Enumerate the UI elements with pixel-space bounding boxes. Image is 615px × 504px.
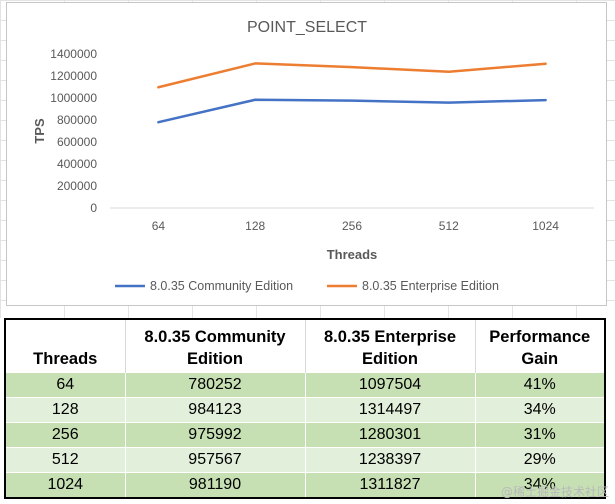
cell-enterprise: 1238397: [305, 447, 476, 473]
y-tick-label: 200000: [57, 179, 97, 193]
legend-entry: 8.0.35 Enterprise Edition: [362, 279, 499, 293]
cell-gain: 34%: [475, 472, 606, 498]
results-table: Threads 8.0.35 Community Edition 8.0.35 …: [4, 318, 606, 499]
table-header-row: Threads 8.0.35 Community Edition 8.0.35 …: [5, 319, 606, 373]
x-tick-label: 1024: [532, 219, 559, 233]
x-axis-title: Threads: [327, 247, 378, 262]
cell-enterprise: 1280301: [305, 422, 476, 448]
header-community: 8.0.35 Community Edition: [125, 319, 306, 373]
x-tick-label: 512: [439, 219, 459, 233]
series-line-2: [157, 62, 547, 89]
header-threads: Threads: [5, 319, 126, 373]
y-tick-label: 1400000: [50, 47, 97, 61]
cell-enterprise: 1311827: [305, 472, 476, 498]
cell-enterprise: 1097504: [305, 372, 476, 398]
header-enterprise: 8.0.35 Enterprise Edition: [305, 319, 476, 373]
line-chart: POINT_SELECT TPS Threads 0 200000 400000 60…: [6, 2, 607, 306]
cell-threads: 128: [5, 397, 126, 423]
x-tick-label: 128: [245, 219, 265, 233]
legend-entry: 8.0.35 Community Edition: [150, 279, 293, 293]
x-tick-label: 256: [342, 219, 362, 233]
x-tick-label: 64: [152, 219, 166, 233]
cell-community: 984123: [125, 397, 306, 423]
cell-threads: 512: [5, 447, 126, 473]
watermark-text: @稀土掘金技术社区: [500, 485, 609, 499]
y-tick-label: 1200000: [50, 69, 97, 83]
y-tick-label: 800000: [57, 113, 97, 127]
cell-threads: 1024: [5, 472, 126, 498]
table-row: 64 780252 1097504 41%: [5, 372, 606, 398]
y-tick-label: 0: [90, 201, 97, 215]
cell-enterprise: 1314497: [305, 397, 476, 423]
y-tick-label: 600000: [57, 135, 97, 149]
cell-threads: 64: [5, 372, 126, 398]
cell-community: 957567: [125, 447, 306, 473]
cell-gain: 31%: [475, 422, 606, 448]
results-table-container: Threads 8.0.35 Community Edition 8.0.35 …: [4, 318, 610, 500]
table-row: 256 975992 1280301 31%: [5, 422, 606, 448]
table-row: 128 984123 1314497 34%: [5, 397, 606, 423]
y-tick-label: 1000000: [50, 91, 97, 105]
series-line-1: [157, 98, 547, 124]
y-axis-title: TPS: [32, 118, 47, 144]
y-tick-label: 400000: [57, 157, 97, 171]
cell-community: 975992: [125, 422, 306, 448]
header-gain: Performance Gain: [475, 319, 606, 373]
cell-threads: 256: [5, 422, 126, 448]
table-row: 1024 981190 1311827 34%: [5, 472, 606, 498]
cell-gain: 29%: [475, 447, 606, 473]
cell-community: 981190: [125, 472, 306, 498]
cell-community: 780252: [125, 372, 306, 398]
cell-gain: 41%: [475, 372, 606, 398]
table-row: 512 957567 1238397 29%: [5, 447, 606, 473]
chart-title: POINT_SELECT: [247, 19, 367, 36]
chart-canvas: POINT_SELECT TPS Threads 0 200000 400000 60…: [32, 19, 594, 293]
cell-gain: 34%: [475, 397, 606, 423]
